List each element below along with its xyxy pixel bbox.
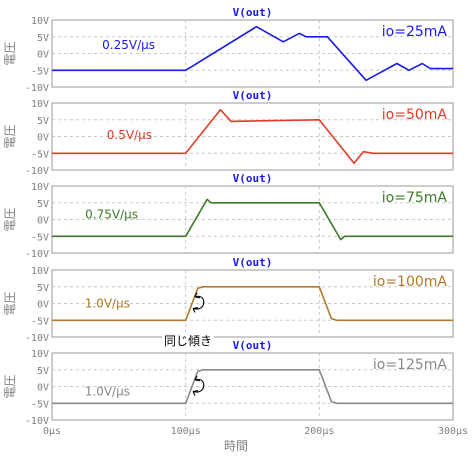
slope-annotation: 0.25V/μs bbox=[102, 38, 155, 52]
y-tick-label: -5V bbox=[31, 149, 49, 160]
y-tick-label: 10V bbox=[31, 16, 49, 27]
arrow-head bbox=[192, 389, 199, 396]
y-tick-label: 0V bbox=[37, 133, 49, 144]
chart-panel-4: 10V 5V 0V -5V -10V 電圧 V(out) io=100mA 1.0V/μs bbox=[3, 256, 454, 344]
same-slope-note: 同じ傾き bbox=[162, 332, 215, 349]
y-tick-label: -10V bbox=[25, 249, 49, 260]
series-name-label: io=75mA bbox=[382, 190, 448, 206]
slope-annotation: 1.0V/μs bbox=[85, 385, 130, 399]
y-axis-label: 電圧 bbox=[3, 291, 17, 315]
chart-panel-5: 10V 5V 0V -5V -10V 電圧 V(out) io=125mA 1.0V/μs 0μs… bbox=[3, 339, 468, 437]
y-tick-label: 10V bbox=[31, 349, 49, 360]
chart-panel-1: 10V 5V 0V -5V -10V 電圧 V(out) io=25mA 0.25V/μs bbox=[3, 6, 454, 94]
y-tick-label: 5V bbox=[37, 283, 49, 294]
y-axis-label: 電圧 bbox=[3, 124, 17, 148]
y-tick-label: 0V bbox=[37, 216, 49, 227]
y-axis-label: 電圧 bbox=[3, 41, 17, 65]
series-line bbox=[52, 25, 453, 82]
series-line bbox=[52, 108, 453, 165]
slope-annotation: 1.0V/μs bbox=[85, 297, 130, 311]
x-tick-label: 0μs bbox=[43, 426, 61, 437]
y-tick-label: 0V bbox=[37, 50, 49, 61]
chart-title: V(out) bbox=[233, 339, 273, 352]
slope-annotation: 0.5V/μs bbox=[107, 128, 152, 142]
y-axis-label: 電圧 bbox=[3, 207, 17, 231]
chart-title: V(out) bbox=[233, 172, 273, 185]
y-tick-label: 0V bbox=[37, 383, 49, 394]
x-tick-label: 300μs bbox=[438, 426, 468, 437]
arrow-head bbox=[194, 375, 201, 382]
chart-title: V(out) bbox=[233, 89, 273, 102]
slope-arrow bbox=[192, 295, 205, 310]
series-line bbox=[52, 285, 453, 322]
y-tick-label: 10V bbox=[31, 266, 49, 277]
slope-annotation: 0.75V/μs bbox=[85, 207, 138, 221]
slope-arrow bbox=[192, 378, 205, 393]
x-tick-label: 200μs bbox=[304, 426, 334, 437]
y-tick-label: -10V bbox=[25, 416, 49, 427]
series-name-label: io=100mA bbox=[373, 274, 448, 290]
series-line bbox=[52, 198, 453, 241]
y-tick-label: 0V bbox=[37, 300, 49, 311]
series-name-label: io=25mA bbox=[382, 24, 448, 40]
series-name-label: io=50mA bbox=[382, 107, 448, 123]
y-axis-label: 電圧 bbox=[3, 374, 17, 398]
chart-panel-3: 10V 5V 0V -5V -10V 電圧 V(out) io=75mA 0.75V/μs bbox=[3, 172, 454, 260]
chart-panel-2: 10V 5V 0V -5V -10V 電圧 V(out) io=50mA 0.5V/μs bbox=[3, 89, 454, 177]
arrow-head bbox=[192, 306, 199, 313]
y-tick-label: 5V bbox=[37, 33, 49, 44]
y-tick-label: 10V bbox=[31, 99, 49, 110]
x-axis-label: 時間 bbox=[223, 439, 248, 453]
chart-title: V(out) bbox=[233, 256, 273, 269]
y-tick-label: 10V bbox=[31, 182, 49, 193]
series-line bbox=[52, 368, 453, 405]
y-tick-label: -5V bbox=[31, 399, 49, 410]
y-tick-label: -5V bbox=[31, 66, 49, 77]
x-tick-label: 100μs bbox=[171, 426, 201, 437]
y-tick-label: -5V bbox=[31, 232, 49, 243]
y-tick-label: -10V bbox=[25, 333, 49, 344]
y-tick-label: 5V bbox=[37, 116, 49, 127]
y-tick-label: 5V bbox=[37, 366, 49, 377]
y-tick-label: -5V bbox=[31, 316, 49, 327]
arrow-head bbox=[194, 292, 201, 299]
series-name-label: io=125mA bbox=[373, 357, 448, 373]
y-tick-label: -10V bbox=[25, 166, 49, 177]
y-tick-label: 5V bbox=[37, 199, 49, 210]
y-tick-label: -10V bbox=[25, 83, 49, 94]
chart-title: V(out) bbox=[233, 6, 273, 19]
